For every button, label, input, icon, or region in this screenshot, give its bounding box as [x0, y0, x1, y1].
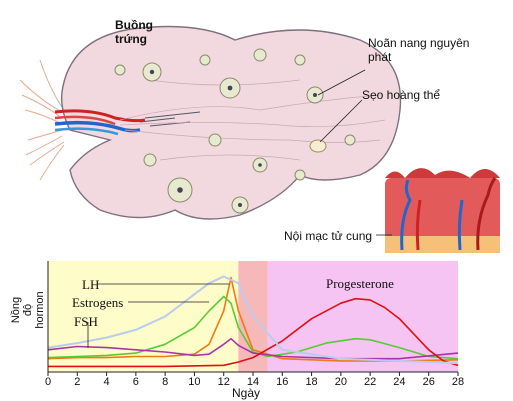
x-tick-label: 22 — [364, 376, 377, 388]
series-line-lh — [47, 276, 459, 362]
x-tick-label: 28 — [451, 376, 465, 388]
x-tick-label: 4 — [103, 376, 110, 388]
x-tick-label: 24 — [393, 376, 406, 388]
x-tick-label: 26 — [422, 376, 435, 388]
chart-ylabel: Nồng độ hormon — [10, 291, 46, 329]
x-tick-label: 20 — [334, 376, 347, 388]
hilum-vessels — [54, 109, 201, 136]
corpus-pointer — [319, 99, 363, 143]
series-label-fsh: FSH — [74, 314, 98, 329]
endometrium-label: Nội mạc tử cung — [284, 229, 373, 243]
corpus-albicans — [309, 139, 327, 153]
series-line-unlabeled — [47, 275, 459, 365]
ovary-label: Buồng trứng — [115, 18, 153, 46]
x-tick-label: 6 — [132, 376, 139, 388]
series-label-estrogens: Estrogens — [72, 295, 124, 310]
x-tick-label: 8 — [162, 376, 169, 388]
x-tick-label: 12 — [217, 376, 230, 388]
series-label-lh: LH — [82, 277, 100, 292]
follicular-phase-band — [48, 261, 239, 372]
corpus-label: Sẹo hoàng thể — [362, 88, 441, 102]
series-label-progesterone: Progesterone — [326, 276, 394, 291]
oocytes — [149, 69, 317, 207]
series-line-fsh — [47, 337, 459, 360]
luteal-phase-band — [267, 261, 458, 372]
x-tick-label: 18 — [305, 376, 318, 388]
series-line-estrogens — [47, 295, 459, 360]
fimbriae — [19, 59, 65, 181]
chart-xlabel: Ngày — [232, 386, 261, 400]
x-tick-label: 0 — [44, 376, 52, 388]
follicle-pointer — [317, 69, 366, 96]
x-tick-label: 2 — [74, 376, 81, 388]
series-line-progesterone — [48, 297, 459, 368]
x-tick-label: 16 — [276, 376, 289, 388]
follicle-label: Noãn nang nguyên phát — [368, 36, 470, 64]
endometrium-illustration — [385, 168, 500, 253]
x-tick-label: 10 — [188, 376, 201, 388]
x-tick-label: 14 — [246, 376, 260, 388]
